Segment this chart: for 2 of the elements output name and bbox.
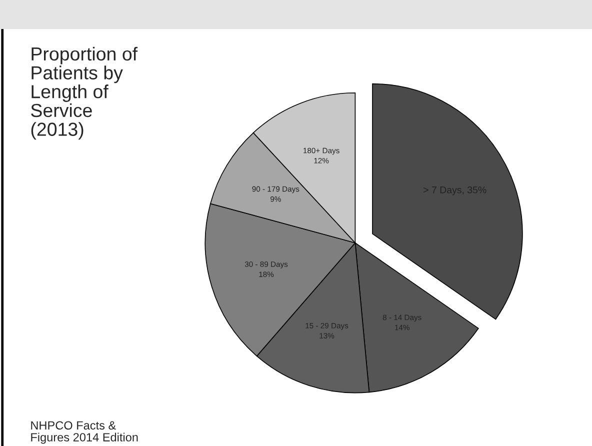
chart-title: Proportion of Patients by Length of Service (2013) xyxy=(31,46,138,140)
text: NHPCO Facts & Figures 2014 Edition xyxy=(31,421,138,444)
